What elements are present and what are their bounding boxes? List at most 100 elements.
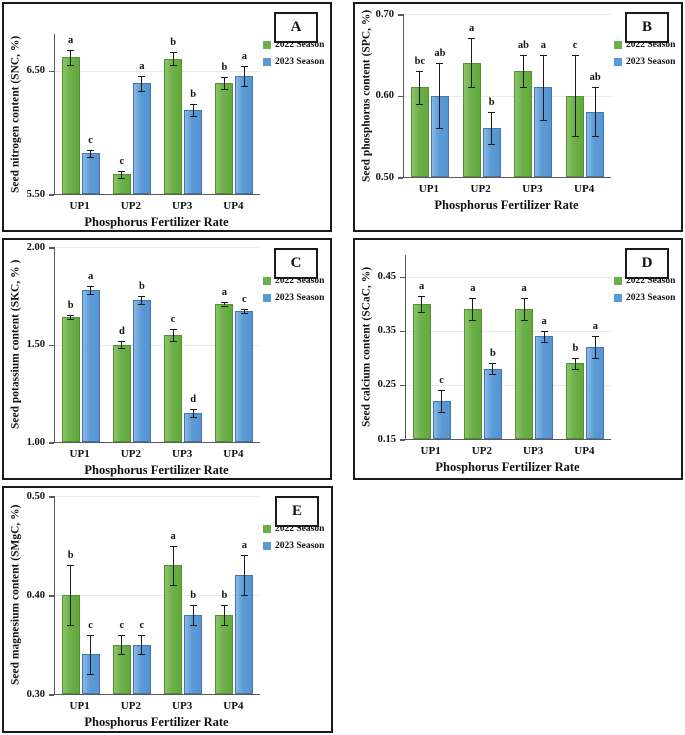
error-bar-cap — [468, 38, 476, 40]
sig-letter: a — [68, 35, 74, 46]
sig-letter: c — [119, 155, 125, 167]
legend-item: 2022 Season — [263, 276, 324, 286]
sig-letter: a — [221, 286, 227, 298]
error-bar-cap — [240, 85, 248, 87]
legend-swatch-2022 — [263, 41, 271, 49]
error-bar — [172, 328, 174, 341]
legend-item: 2023 Season — [263, 293, 324, 303]
error-bar — [141, 75, 143, 91]
error-bar-cap — [87, 634, 95, 636]
error-bar-cap — [539, 119, 547, 121]
error-bar-cap — [189, 104, 197, 106]
error-bar-cap — [436, 128, 444, 130]
bar-2022 — [61, 317, 80, 442]
error-bar-cap — [220, 77, 228, 79]
error-bar-cap — [189, 408, 197, 410]
sig-letter: b — [489, 348, 496, 360]
error-bar-cap — [438, 411, 446, 413]
error-bar-cap — [240, 309, 248, 311]
y-tick-label: 0.15 — [377, 433, 396, 445]
error-bar-cap — [540, 330, 548, 332]
error-bar — [523, 298, 525, 320]
plot-area: a a a b c b a a — [405, 255, 611, 440]
y-tick-mark — [49, 194, 54, 196]
legend-item: 2023 Season — [614, 293, 675, 303]
gridline — [55, 595, 260, 596]
error-bar-cap — [118, 178, 126, 179]
gridline — [404, 14, 611, 15]
error-bar-cap — [189, 604, 197, 606]
error-bar-cap — [138, 634, 146, 636]
error-bar-cap — [169, 340, 177, 342]
y-tick-mark — [400, 330, 405, 333]
error-bar-cap — [488, 111, 496, 113]
plot-area: bc a ab c ab b a ab — [403, 14, 611, 178]
error-bar-cap — [519, 87, 527, 89]
error-bar — [90, 634, 92, 675]
sig-letter: a — [541, 315, 547, 327]
error-bar-cap — [67, 565, 75, 567]
y-tick-mark — [49, 70, 54, 73]
x-tick-label: UP1 — [69, 200, 90, 212]
bar-2022 — [215, 614, 234, 694]
legend-swatch-2023 — [614, 58, 622, 66]
error-bar — [522, 54, 524, 88]
error-bar — [141, 634, 143, 655]
sig-letter: d — [118, 325, 125, 337]
error-bar — [70, 565, 72, 625]
error-bar — [141, 295, 143, 304]
sig-letter: c — [88, 134, 93, 146]
error-bar-cap — [87, 157, 95, 159]
error-bar — [192, 104, 194, 117]
sig-letter: ab — [434, 47, 446, 59]
y-tick-label: 0.45 — [377, 271, 396, 283]
x-tick-label: UP1 — [69, 448, 90, 460]
legend-item: 2022 Season — [614, 276, 675, 286]
error-bar — [421, 295, 423, 312]
error-bar-cap — [87, 293, 95, 295]
error-bar-cap — [571, 54, 579, 56]
error-bar-cap — [240, 66, 248, 67]
error-bar-cap — [489, 374, 497, 376]
panel-letter: E — [291, 503, 302, 519]
sig-letter: a — [540, 39, 546, 51]
x-tick-label: UP3 — [522, 183, 543, 195]
legend-label: 2022 Season — [275, 524, 325, 534]
legend-item: 2023 Season — [614, 57, 675, 67]
y-tick-label: 5.50 — [26, 188, 45, 200]
y-tick-mark — [398, 14, 403, 16]
x-tick-label: UP4 — [223, 700, 244, 712]
sig-letter: b — [190, 89, 197, 101]
error-bar-cap — [468, 87, 476, 89]
legend-label: 2023 Season — [626, 293, 676, 303]
error-bar-cap — [240, 595, 248, 596]
error-bar-cap — [138, 295, 146, 297]
sig-letter: a — [521, 283, 527, 295]
error-bar-cap — [489, 363, 497, 365]
error-bar-cap — [138, 90, 146, 92]
gridline — [406, 276, 611, 278]
panel-a: Seed nitrogen content (SNC, %) a c b b c a b a 5.… — [2, 2, 332, 232]
legend-item: 2022 Season — [263, 40, 324, 50]
bar-2022 — [164, 58, 183, 194]
panel-letter: C — [290, 255, 302, 271]
error-bar-cap — [67, 319, 75, 321]
gridline — [404, 95, 611, 97]
error-bar-cap — [169, 64, 177, 66]
x-axis-title: Phosphorus Fertilizer Rate — [84, 463, 229, 477]
sig-letter: bc — [414, 56, 426, 68]
error-bar — [543, 330, 545, 342]
bar-2023 — [235, 75, 254, 194]
x-tick-label: UP4 — [574, 183, 595, 195]
x-tick-label: UP2 — [120, 200, 141, 212]
x-tick-label: UP3 — [523, 445, 544, 457]
error-bar-cap — [87, 674, 95, 676]
y-tick-mark — [400, 276, 405, 279]
legend-swatch-2022 — [614, 277, 622, 285]
legend: 2022 Season 2023 Season — [614, 276, 675, 310]
sig-letter: b — [67, 300, 74, 312]
sig-letter: b — [138, 280, 145, 292]
y-tick-mark — [398, 95, 403, 97]
error-bar-cap — [469, 298, 477, 300]
error-bar-cap — [571, 357, 579, 359]
